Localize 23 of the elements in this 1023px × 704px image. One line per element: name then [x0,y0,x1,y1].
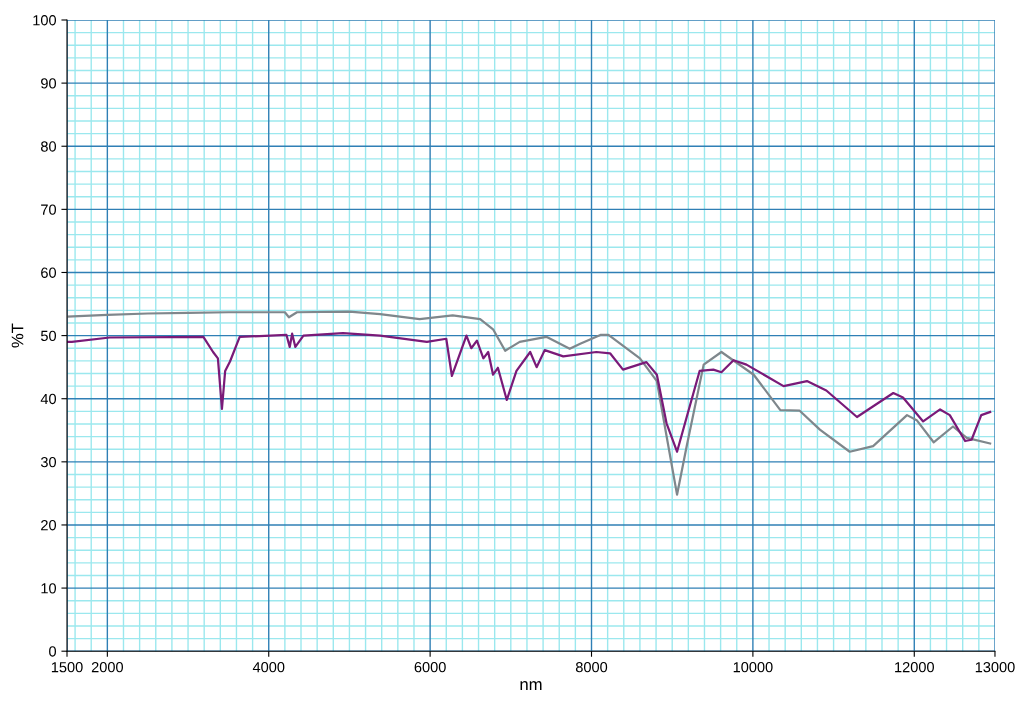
y-tick-label: 70 [41,204,57,215]
y-tick-label: 10 [41,583,57,594]
line-series [67,310,992,496]
y-tick-label: 60 [41,267,57,278]
y-tick-label: 80 [41,141,57,152]
y-tick-label: 40 [40,393,57,405]
y-tick-label: 90 [41,78,57,89]
x-axis-title: nm [520,681,542,691]
x-tick-label: 6000 [414,662,446,673]
y-axis-title: %T [11,323,24,348]
x-tick-label: 8000 [575,662,608,673]
x-tick-label: 2000 [91,662,124,673]
x-tick-label: 13000 [975,662,1015,673]
y-tick-label: 20 [41,520,57,531]
x-tick-label: 10000 [733,662,773,673]
y-tick-label: 30 [40,456,57,468]
x-tick-label: 12000 [895,662,934,673]
y-tick-label: 100 [33,15,57,26]
x-tick-label: 4000 [252,662,285,673]
x-tick-label: 1500 [51,662,83,673]
y-tick-label: 50 [40,330,57,342]
line-series [67,331,992,453]
y-tick-label: 0 [49,646,57,657]
